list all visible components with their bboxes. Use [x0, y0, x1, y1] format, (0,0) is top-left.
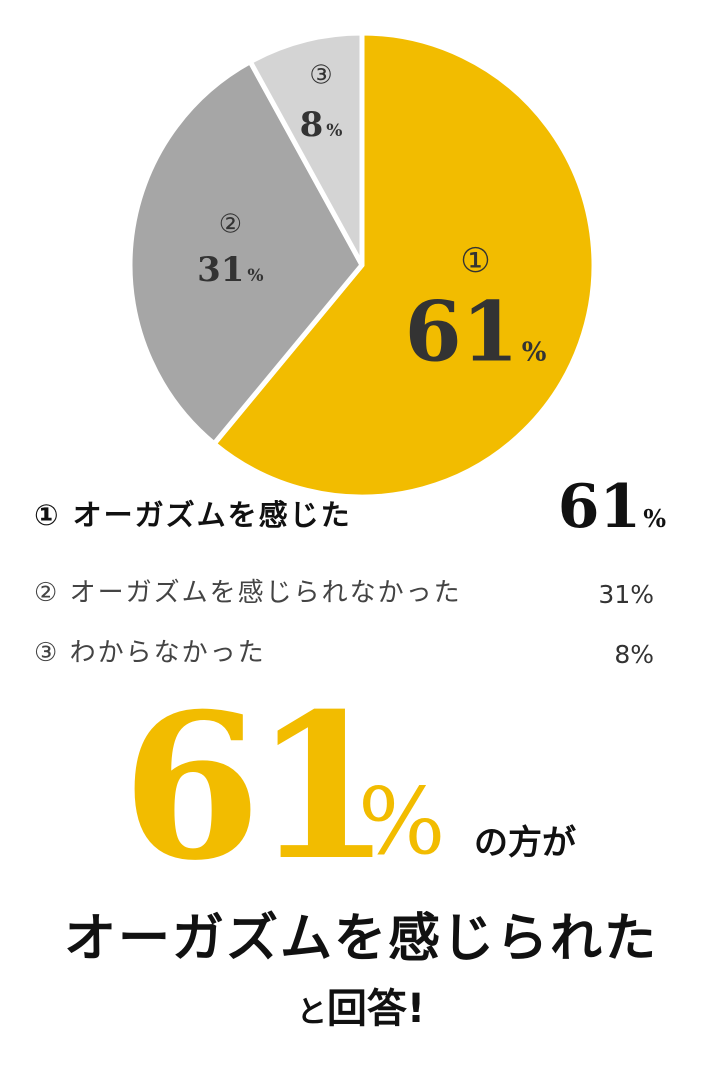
pie-slice-value-2: 31%: [197, 250, 263, 290]
legend-row-2: ② オーガズムを感じられなかった 31%: [34, 565, 694, 615]
pie-slice-3: [247, 30, 365, 268]
legend-row-3: ③ わからなかった 8%: [34, 625, 694, 675]
headline-line-3-small: と: [296, 995, 327, 1030]
legend-value-3: 8%: [614, 640, 654, 669]
headline-line-3: と回答!: [0, 976, 722, 1034]
legend-label-3: ③ わからなかった: [34, 638, 266, 668]
legend-row-1: ① オーガズムを感じた 61%: [34, 472, 694, 542]
headline-number-block: 61 % の方が: [122, 688, 722, 888]
pie-slice-1: [211, 30, 597, 500]
pie-chart: ①61 % ② 31 % ③ 8%: [127, 30, 597, 500]
pie-slice-number-1: ①: [460, 241, 490, 281]
headline-number: 61: [122, 670, 392, 905]
pie-slice-number-3: ③: [309, 60, 332, 90]
pie-slice-2: [127, 59, 365, 447]
headline-line-2: オーガズムを感じられた: [63, 909, 658, 969]
pie-slice-number-2: ②: [219, 210, 242, 240]
headline-line-3-main: 回答!: [326, 986, 426, 1032]
legend-label-2: ② オーガズムを感じられなかった: [34, 578, 462, 608]
legend-label-1: ① オーガズムを感じた: [34, 498, 352, 532]
pie-slice-value-3: 8%: [300, 105, 343, 145]
headline-suffix: の方が: [474, 823, 576, 863]
legend-value-1-unit: %: [643, 504, 666, 533]
legend-value-1-number: 61: [557, 472, 642, 542]
pie-slice-value-1: 61%: [405, 284, 547, 380]
headline-percent: %: [358, 768, 446, 875]
legend-value-2: 31%: [598, 580, 654, 609]
legend-value-1: 61%: [558, 472, 666, 542]
